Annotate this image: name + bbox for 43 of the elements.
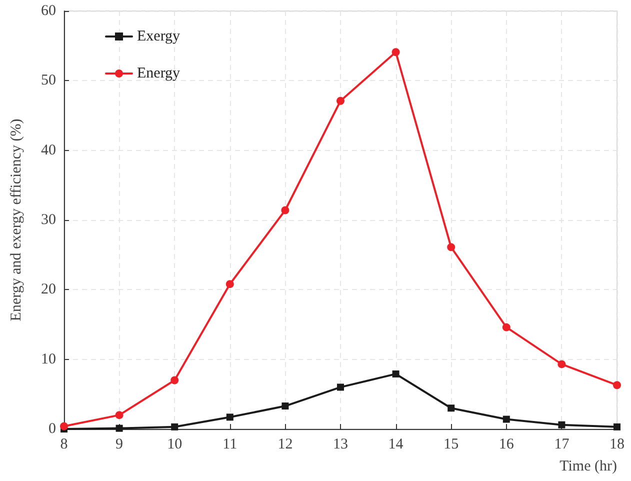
y-tick-label: 0 [48,421,56,437]
point [282,402,289,410]
x-tick-label: 8 [60,436,68,452]
point [614,423,620,430]
point [502,416,510,423]
x-tick-label: 12 [278,436,293,452]
point [502,323,510,332]
x-tick-label: 17 [554,436,570,452]
x-tick-label: 11 [222,436,238,452]
point [60,422,68,430]
x-tick-label: 14 [388,436,404,452]
x-tick-label: 10 [167,436,182,452]
point [171,423,178,430]
legend-label: Energy [137,66,181,82]
point [226,414,234,421]
y-tick-label: 10 [41,351,56,368]
point [613,381,621,390]
point [115,411,124,420]
x-tick-label: 9 [116,436,124,452]
x-axis-title: Time (hr) [560,458,617,474]
point [226,280,234,288]
x-tick-label: 13 [333,436,348,452]
y-tick-label: 50 [41,72,56,89]
point [336,96,344,105]
y-tick-label: 40 [41,142,56,158]
y-axis-title: Energy and exergy efficiency (%) [8,118,24,322]
point [392,48,400,56]
point [558,360,566,368]
x-tick-label: 15 [444,436,459,452]
point [116,424,123,432]
x-tick-label: 18 [610,436,624,452]
y-tick-label: 20 [41,282,56,298]
point [558,421,566,428]
y-tick-label: 60 [41,3,56,19]
point [337,384,344,391]
point [281,206,290,214]
point [170,376,179,384]
point [448,404,455,412]
point [447,243,456,252]
x-tick-label: 16 [498,436,514,452]
y-tick-label: 30 [41,212,56,228]
point [392,370,400,378]
legend-label: Exergy [137,28,181,44]
